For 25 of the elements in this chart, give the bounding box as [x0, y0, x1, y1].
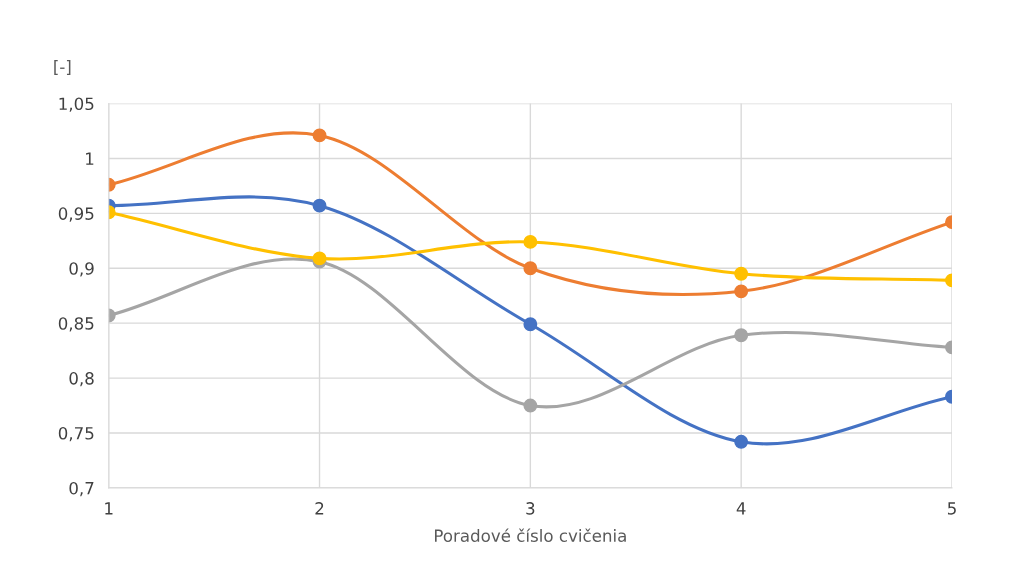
point: [734, 266, 749, 281]
y-tick-label: 0,95: [58, 207, 94, 222]
point: [312, 128, 327, 143]
y-tick-label: 0,7: [69, 481, 94, 497]
x-tick-label: 3: [526, 502, 535, 515]
x-tick-label: 2: [315, 502, 324, 515]
point: [312, 198, 327, 213]
point: [734, 434, 749, 449]
y-tick-label: 0,75: [58, 426, 94, 442]
point: [523, 234, 538, 249]
y-tick-label: 0,8: [69, 372, 94, 387]
y-axis-title: [-]: [54, 60, 71, 75]
point: [523, 317, 538, 332]
y-tick-label: 1,05: [59, 97, 94, 112]
y-tick-label: 0,85: [58, 317, 94, 332]
y-tick-label: 0,9: [69, 262, 94, 277]
point: [523, 398, 538, 413]
y-tick-label: 1: [86, 152, 94, 165]
x-tick-label: 5: [947, 502, 956, 515]
x-tick-label: 1: [105, 502, 113, 515]
point: [734, 284, 749, 299]
point: [523, 261, 538, 276]
x-tick-label: 4: [736, 502, 746, 515]
x-axis-title: Poradové číslo cvičenia: [434, 528, 626, 542]
point: [734, 328, 749, 343]
